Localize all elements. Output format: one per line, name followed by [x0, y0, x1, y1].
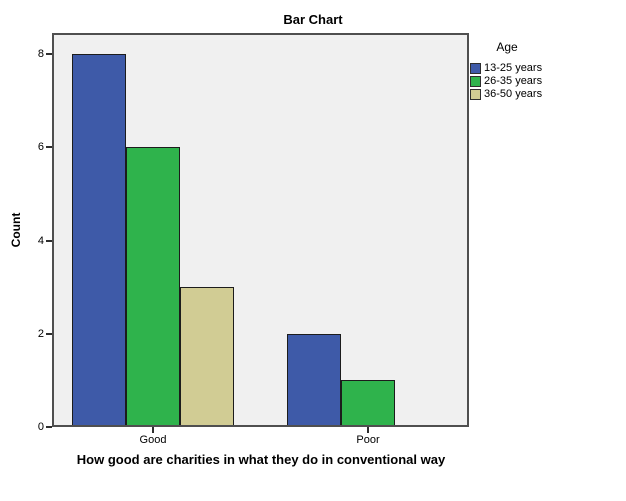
- legend-item-label: 13-25 years: [484, 62, 543, 74]
- y-tick-label: 8: [37, 48, 44, 61]
- plot-area: [52, 33, 469, 427]
- y-tick-label: 6: [37, 141, 44, 154]
- legend-item-label: 36-50 years: [484, 88, 543, 100]
- legend-item-label: 26-35 years: [484, 75, 543, 87]
- y-tick-mark: [46, 239, 52, 242]
- legend: Age 13-25 years 26-35 years 36-50 years: [470, 40, 622, 101]
- legend-swatch-icon: [470, 76, 481, 87]
- y-tick-mark: [46, 146, 52, 149]
- legend-item: 13-25 years: [470, 62, 622, 75]
- x-tick-mark: [152, 427, 154, 433]
- x-tick-label: Good: [139, 434, 167, 446]
- y-tick-label: 4: [37, 234, 44, 247]
- y-tick-mark: [46, 332, 52, 335]
- bar-13-25-years-poor: [287, 333, 341, 427]
- bar-13-25-years-good: [72, 54, 126, 427]
- bar-36-50-years-good: [180, 287, 234, 427]
- x-tick-mark: [367, 427, 369, 433]
- bar-26-35-years-good: [126, 147, 180, 427]
- legend-title: Age: [496, 40, 518, 54]
- legend-item: 36-50 years: [470, 88, 622, 101]
- legend-swatch-icon: [470, 63, 481, 74]
- y-tick-mark: [46, 426, 52, 428]
- bar-26-35-years-poor: [341, 380, 395, 427]
- chart-title: Bar Chart: [283, 12, 343, 27]
- x-axis-title: How good are charities in what they do i…: [76, 452, 446, 467]
- x-tick-label: Poor: [356, 434, 380, 446]
- legend-items: 13-25 years 26-35 years 36-50 years: [470, 62, 622, 101]
- y-tick-label: 0: [37, 421, 44, 433]
- y-tick-label: 2: [37, 327, 44, 340]
- legend-item: 26-35 years: [470, 75, 622, 88]
- legend-swatch-icon: [470, 89, 481, 100]
- y-tick-mark: [46, 53, 52, 56]
